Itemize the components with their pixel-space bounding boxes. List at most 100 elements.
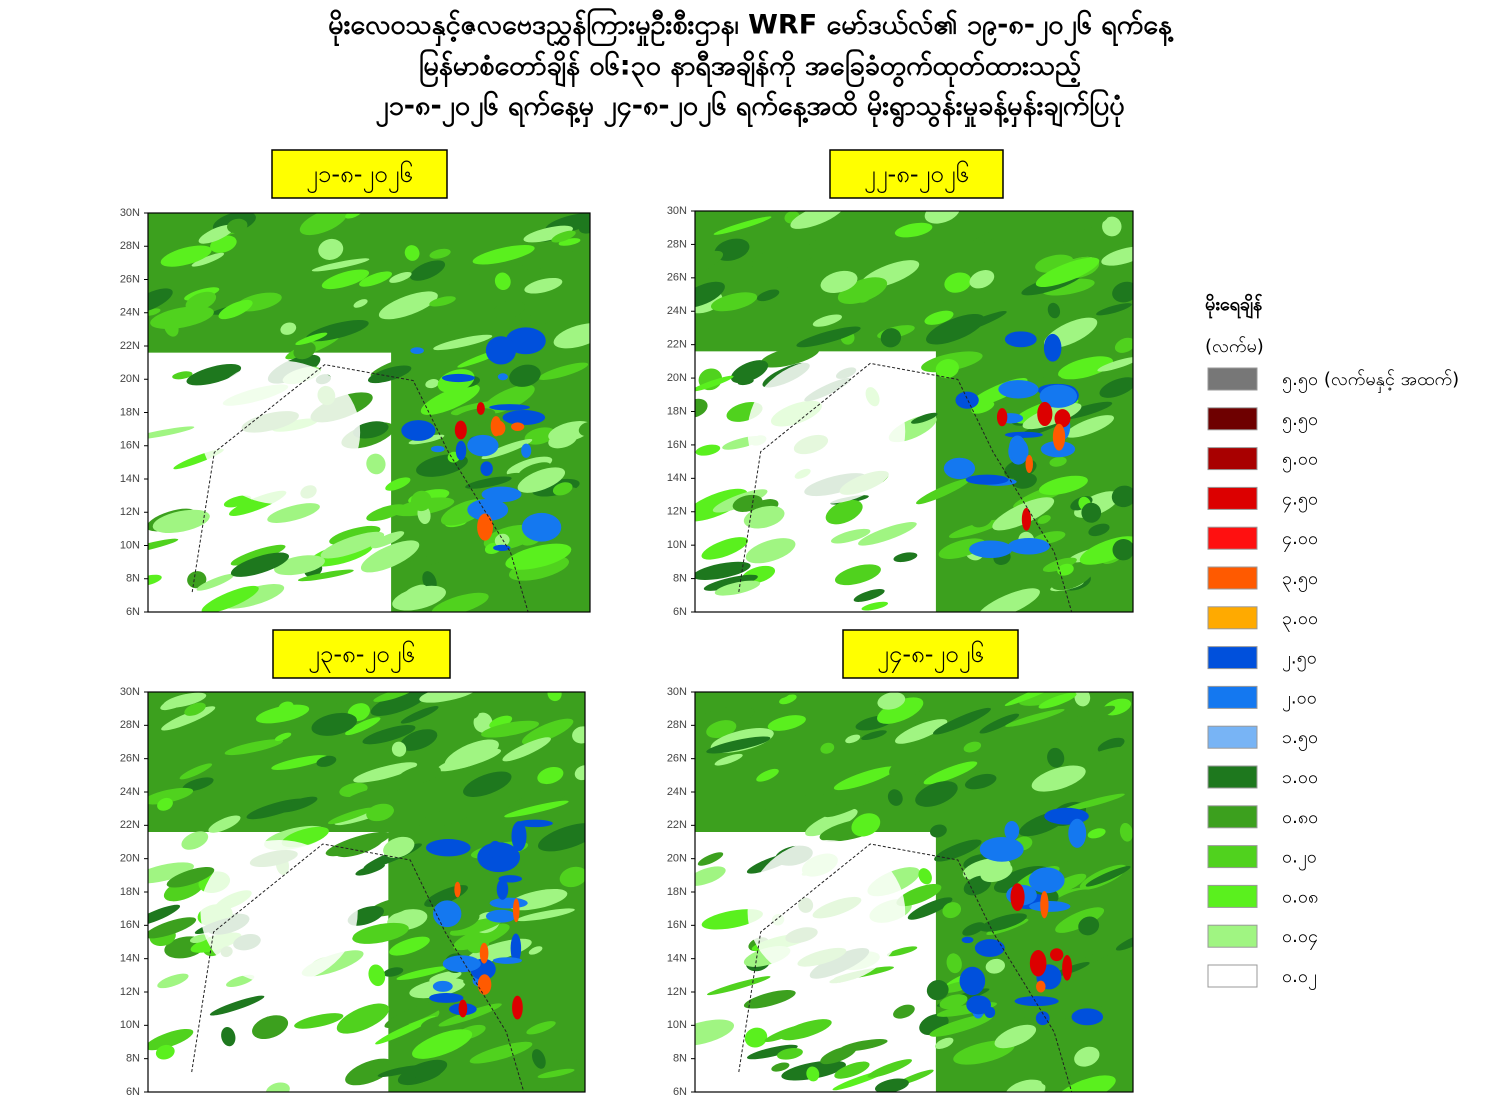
- rain-streak: [737, 378, 754, 386]
- heavy-rain: [1029, 900, 1071, 912]
- lat-tick-label: 24N: [667, 786, 687, 798]
- rain-streak: [311, 712, 357, 736]
- very-heavy-rain: [458, 999, 468, 1018]
- rain-streak: [155, 1044, 175, 1060]
- rain-streak: [964, 773, 997, 790]
- lat-tick-label: 26N: [667, 753, 687, 765]
- very-heavy-rain: [1037, 401, 1053, 427]
- rain-streak: [148, 904, 181, 927]
- rain-streak: [979, 713, 1020, 734]
- rain-streak: [252, 1015, 289, 1040]
- date-box: [271, 149, 448, 199]
- rain-streak: [714, 238, 750, 261]
- rain-streak: [745, 538, 796, 564]
- lat-tick-label: 30N: [667, 686, 687, 698]
- heavy-rain: [979, 837, 1024, 862]
- heavy-rain: [1004, 331, 1037, 348]
- rain-streak: [524, 277, 563, 294]
- legend-label: ၅.၅၀ (လက်မနှင့် အထက်): [1282, 369, 1459, 393]
- heavy-rain: [521, 512, 562, 542]
- date-label: ၂၃-၈-၂၀၂၆: [308, 639, 415, 673]
- legend-unit: (လက်မ): [1205, 336, 1264, 357]
- heavy-rain: [433, 900, 462, 928]
- legend-swatch: [1207, 566, 1258, 590]
- rain-streak: [438, 1003, 502, 1027]
- rain-streak: [198, 224, 235, 244]
- heavy-rain: [998, 380, 1039, 399]
- rain-streak: [930, 824, 947, 838]
- rain-streak: [316, 755, 337, 767]
- rain-streak: [743, 505, 785, 529]
- rain-streak: [1019, 692, 1082, 706]
- rain-streak: [463, 771, 512, 797]
- very-heavy-rain: [512, 995, 523, 1020]
- rain-streak: [706, 720, 737, 739]
- rain-streak: [182, 777, 214, 792]
- title-line: မိုးလေဝသနှင့်ဇလဗေဒညွှန်ကြားမှုဦးစီးဌာန၊ …: [328, 8, 1173, 47]
- rain-streak: [944, 272, 972, 293]
- rain-streak: [373, 692, 414, 702]
- rain-streak: [359, 271, 393, 287]
- date-label: ၂၂-၈-၂၀၂၆: [864, 159, 969, 193]
- heavy-rain: [441, 373, 475, 383]
- heavy-rain: [480, 461, 493, 477]
- rain-streak: [963, 741, 982, 753]
- heavy-rain: [521, 443, 532, 458]
- rain-streak: [1047, 302, 1061, 319]
- rain-streak: [526, 1021, 556, 1035]
- rain-streak: [695, 866, 726, 886]
- heavy-rain: [961, 936, 974, 944]
- lat-tick-label: 6N: [126, 1086, 140, 1097]
- rain-streak: [321, 269, 370, 290]
- date-label: ၂၄-၈-၂၀၂၆: [877, 639, 984, 673]
- lat-tick-label: 16N: [120, 919, 140, 931]
- rain-streak: [538, 823, 585, 852]
- rain-streak: [218, 299, 253, 320]
- dry-area: [201, 360, 361, 505]
- lat-tick-label: 24N: [120, 307, 140, 319]
- lat-tick-label: 20N: [120, 373, 140, 385]
- rain-streak: [1058, 356, 1114, 380]
- rain-streak: [318, 238, 344, 260]
- rain-streak: [861, 601, 889, 611]
- heavy-rain: [1071, 1008, 1104, 1026]
- rain-streak: [278, 796, 318, 813]
- rain-streak: [994, 1024, 1037, 1049]
- rain-streak: [517, 467, 566, 493]
- rain-streak: [532, 1049, 546, 1069]
- rain-streak: [830, 528, 871, 544]
- rain-streak: [1101, 246, 1133, 266]
- rain-streak: [695, 1019, 735, 1046]
- lat-tick-label: 14N: [120, 473, 140, 485]
- very-heavy-rain: [1040, 891, 1049, 919]
- heavy-rain: [492, 957, 522, 964]
- rain-streak: [895, 719, 948, 744]
- date-box: [842, 629, 1019, 679]
- rain-streak: [523, 225, 573, 243]
- rain-streak: [507, 788, 567, 815]
- rain-streak: [148, 1028, 194, 1051]
- rain-streak: [1038, 692, 1077, 709]
- legend-label: ၀.၀၈: [1282, 886, 1318, 907]
- lat-tick-label: 28N: [120, 240, 140, 252]
- rain-streak: [186, 364, 242, 386]
- lat-tick-label: 28N: [667, 238, 687, 250]
- rain-streak: [191, 252, 225, 267]
- rain-streak: [710, 292, 758, 312]
- very-heavy-rain: [1025, 455, 1034, 474]
- rain-streak: [329, 525, 381, 545]
- rain-streak: [845, 734, 861, 744]
- rain-streak: [227, 218, 248, 234]
- rainfall-map: [694, 691, 1134, 1093]
- rain-streak: [760, 345, 820, 368]
- rain-streak: [714, 580, 761, 596]
- very-heavy-rain: [477, 974, 492, 995]
- rain-streak: [524, 427, 556, 445]
- rain-streak: [697, 852, 724, 866]
- rain-streak: [1097, 737, 1125, 753]
- rain-streak: [894, 222, 933, 238]
- rainfall-map: [147, 212, 591, 613]
- heavy-rain: [485, 336, 517, 365]
- rain-streak: [336, 1003, 390, 1034]
- rain-streak: [196, 573, 235, 591]
